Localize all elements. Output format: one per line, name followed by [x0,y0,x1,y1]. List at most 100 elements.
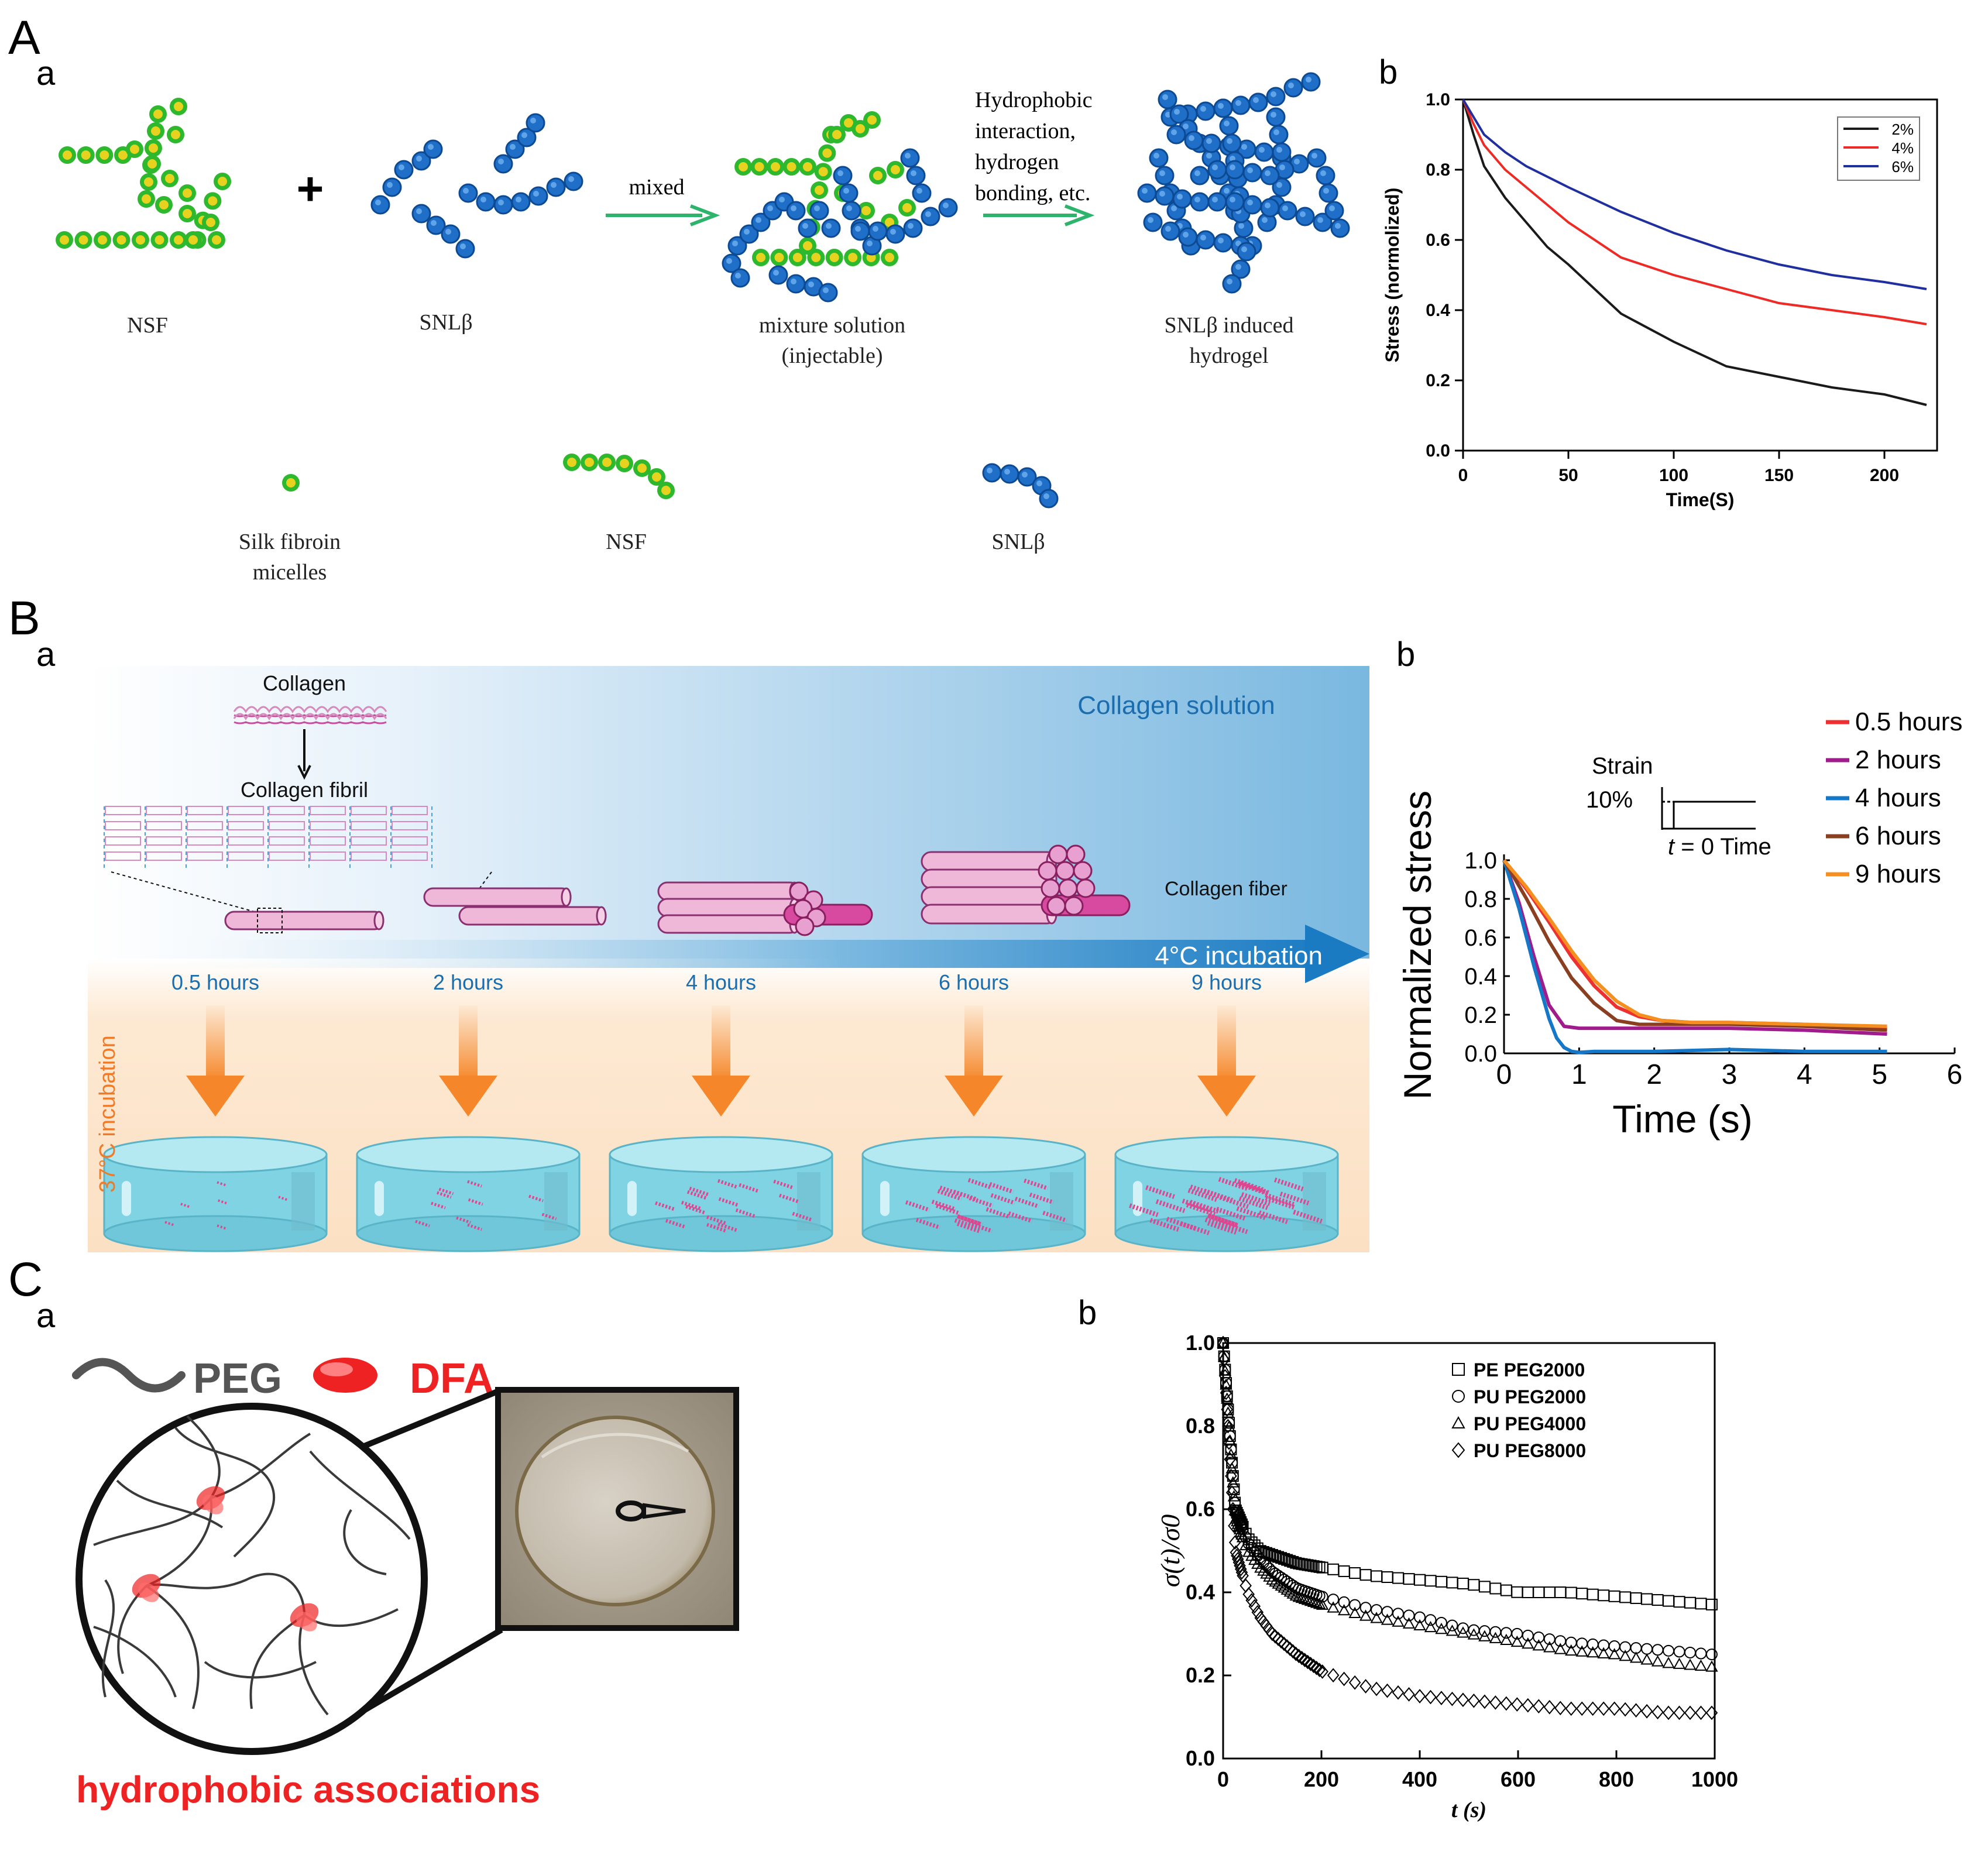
data-point [1587,1701,1599,1716]
series-line-4% [1462,99,1927,325]
peg-strand [309,1450,411,1540]
incubation-arrow-head [945,1076,1003,1117]
gel-fiber [415,1220,430,1228]
data-point [1500,1633,1513,1645]
nsf-network [56,98,231,249]
mix-green-bead [734,158,752,176]
collagen-solution-label: Collagen solution [1077,691,1275,720]
data-point [1228,1483,1240,1495]
mix-green-bead [807,249,825,266]
gel-fiber [915,1218,941,1229]
collagen-fibers [104,706,1131,936]
nsf-bead [170,98,187,115]
x-tick-label: 200 [1870,466,1899,485]
data-point [1662,1657,1675,1668]
data-point [1275,1634,1287,1649]
gel-bead [1166,125,1186,145]
gel-bead [1213,98,1233,118]
mix-green-bead [881,249,898,266]
legend-nsf-bead [581,454,598,471]
incubation-arrow-body [712,1005,730,1081]
data-point [1619,1702,1632,1717]
incubation-arrow-head [1197,1076,1256,1117]
gel-bead [1201,133,1221,153]
data-point [1220,1377,1232,1389]
peg-strand [343,1509,387,1575]
collagen-label: Collagen [263,671,346,695]
gel-fiber [1029,1193,1055,1204]
data-point [1290,1646,1302,1661]
data-point [1370,1681,1383,1696]
A-b-chart: 0 50 100 150 200 0.0 0.2 0.4 0.6 0.8 1.0 Time(S) Str… [1382,90,1938,510]
fibril-segment [310,851,346,861]
data-point [1217,1335,1230,1351]
gel-bead [1248,92,1268,112]
collagen-fibril-label: Collagen fibril [241,778,368,802]
gel-fiber [939,1186,964,1197]
fibril-segment [351,806,387,815]
series-line-2% [1462,99,1927,406]
data-point [1597,1647,1610,1658]
legend-beads [282,454,1059,509]
gel-fiber [217,1224,227,1230]
snl-bead [546,177,566,197]
data-point [1684,1646,1696,1658]
gel-fiber [180,1203,191,1208]
gel-bead [1260,166,1280,186]
data-point [1227,1490,1241,1502]
data-point [1217,1336,1230,1348]
mix-green-bead [788,249,806,266]
y-tick-label: 0.8 [1426,160,1450,180]
A-a-schematic: + mixed Hydrophobic interaction, hydroge… [56,72,1350,509]
data-point [1651,1705,1664,1720]
gel-fiber [278,1196,289,1201]
incubation-arrow-head [186,1076,245,1117]
y-tick-label: 0.4 [1464,964,1497,990]
gel-bead [1266,107,1286,127]
gel-highlight [375,1181,384,1216]
fibril-segment [187,836,223,846]
data-point [1269,1550,1282,1562]
x-tick-label: 0 [1217,1767,1229,1791]
data-point [1275,1552,1287,1564]
data-point [1348,1675,1361,1690]
gel-fiber [1234,1178,1264,1192]
bundle-rod [921,886,1057,907]
fibril-segment [351,851,387,861]
data-point [1227,1470,1239,1482]
peg-strand [204,1661,317,1679]
peg-strand [146,1572,305,1616]
mix-blue-bead [850,221,870,241]
data-point [1511,1586,1523,1598]
nsf-bead [94,231,111,249]
gel-bead [1155,186,1175,206]
gel-bead [1254,142,1274,162]
data-point [1619,1649,1632,1661]
data-point [1225,1485,1238,1500]
data-point [1338,1596,1350,1608]
data-point [1307,1658,1320,1674]
legend-entry: PE PEG2000 [1474,1359,1585,1380]
data-point [1522,1586,1534,1598]
gel-bead [1207,192,1227,212]
gel-bead [1213,233,1233,253]
mix-blue-bead [821,218,841,238]
gel-shade [1050,1172,1073,1231]
data-point [1310,1596,1323,1608]
mix-green-bead [869,167,887,184]
data-point [1478,1581,1491,1593]
series-line-4 hours [1502,860,1887,1055]
data-point [1221,1402,1234,1417]
fibril-segment [228,851,264,861]
gel-fiber [1238,1182,1268,1196]
bundle-rod [921,851,1057,872]
gel-fiber [1024,1179,1049,1190]
gel-bead [1242,163,1262,183]
data-point [1275,1579,1287,1591]
peg-strand [210,1433,311,1499]
data-point [1468,1693,1480,1708]
data-point [1587,1588,1599,1601]
data-point [1316,1664,1328,1679]
data-point [1532,1699,1545,1714]
gel-fiber [1265,1193,1295,1207]
